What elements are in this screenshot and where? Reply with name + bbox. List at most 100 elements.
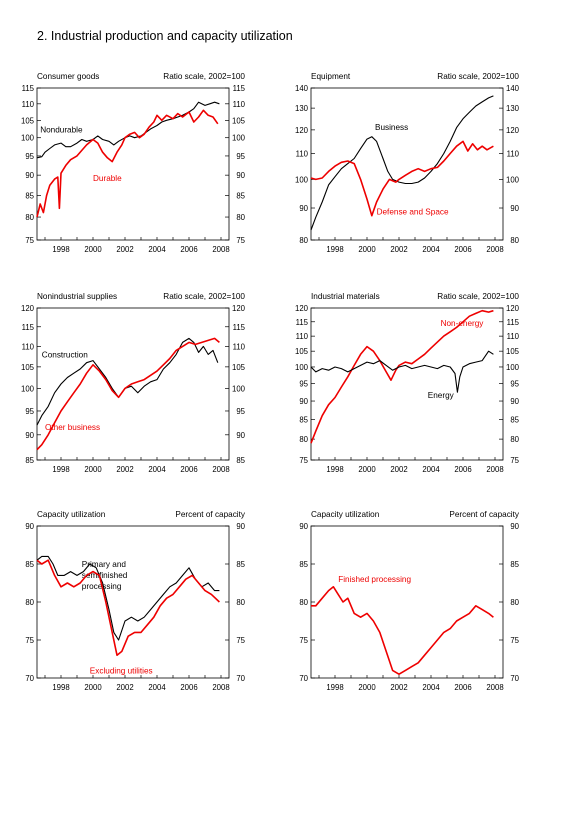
y-tick-label-right: 120	[232, 304, 246, 313]
x-tick-label: 2006	[180, 465, 197, 474]
y-tick-label-right: 75	[510, 636, 519, 645]
y-tick-label-left: 85	[299, 416, 308, 425]
x-tick-label: 2006	[454, 245, 471, 254]
x-tick-label: 2008	[486, 683, 503, 692]
scale-label: Percent of capacity	[175, 510, 246, 519]
x-tick-label: 2002	[390, 245, 407, 254]
y-tick-label-right: 110	[507, 332, 520, 341]
chart-title: Nonindustrial supplies	[37, 292, 117, 301]
y-tick-label-left: 110	[22, 100, 35, 109]
y-tick-label-right: 95	[236, 152, 245, 161]
y-tick-label-left: 90	[25, 431, 34, 440]
series-line-1	[36, 559, 220, 656]
series-label: Business	[375, 123, 408, 132]
scale-label: Ratio scale, 2002=100	[437, 292, 519, 301]
y-tick-label-right: 85	[236, 560, 245, 569]
x-tick-label: 2006	[180, 245, 197, 254]
y-tick-label-right: 70	[236, 674, 245, 683]
y-tick-label-left: 105	[295, 347, 309, 356]
plot-frame	[36, 87, 230, 241]
chart-capacity-utilization-1: Capacity utilization Percent of capacity 7…	[25, 510, 246, 692]
scale-label: Ratio scale, 2002=100	[163, 292, 245, 301]
y-tick-label-left: 85	[25, 191, 34, 200]
y-tick-label-left: 105	[21, 363, 35, 372]
y-tick-label-left: 80	[299, 598, 308, 607]
series-label: Energy	[428, 391, 455, 400]
y-tick-label-left: 110	[22, 342, 35, 351]
y-tick-label-left: 115	[22, 84, 35, 93]
y-tick-label-right: 100	[232, 384, 246, 393]
y-tick-label-right: 120	[506, 126, 520, 135]
plot-frame	[36, 307, 230, 461]
series-line-1	[310, 140, 494, 217]
y-tick-label-right: 120	[506, 304, 520, 313]
y-tick-label-left: 100	[21, 134, 35, 143]
y-tick-label-right: 100	[232, 134, 246, 143]
x-tick-label: 2004	[422, 245, 440, 254]
y-tick-label-right: 100	[506, 363, 520, 372]
y-tick-label-left: 90	[299, 204, 308, 213]
y-tick-label-right: 75	[510, 456, 519, 465]
y-tick-label-right: 85	[236, 191, 245, 200]
x-tick-label: 2000	[358, 245, 376, 254]
chart-capacity-utilization-2: Capacity utilization Percent of capacity 7…	[299, 510, 520, 692]
y-tick-label-left: 95	[25, 407, 34, 416]
y-tick-label-right: 90	[236, 171, 245, 180]
page-title: 2. Industrial production and capacity ut…	[37, 29, 293, 43]
y-tick-label-left: 140	[295, 84, 309, 93]
x-tick-label: 1998	[52, 683, 69, 692]
y-tick-label-right: 80	[510, 236, 519, 245]
y-tick-label-left: 120	[21, 304, 35, 313]
y-tick-label-right: 105	[506, 347, 520, 356]
y-tick-label-right: 90	[510, 204, 519, 213]
chart-industrial-materials: Industrial materials Ratio scale, 2002=10…	[295, 292, 520, 474]
series-label: Other business	[45, 423, 100, 432]
chart-title: Industrial materials	[311, 292, 380, 301]
y-tick-label-right: 90	[510, 522, 519, 531]
series-line-0	[36, 555, 220, 641]
series-line-0	[310, 95, 494, 231]
y-tick-label-left: 85	[25, 456, 34, 465]
y-tick-label-left: 85	[299, 560, 308, 569]
series-line-1	[36, 337, 220, 451]
y-tick-label-left: 90	[25, 522, 34, 531]
plot-frame	[310, 307, 504, 461]
y-tick-label-left: 75	[25, 236, 34, 245]
y-tick-label-left: 80	[299, 435, 308, 444]
series-line-0	[36, 337, 219, 426]
x-tick-label: 2004	[422, 683, 440, 692]
x-tick-label: 2000	[84, 465, 102, 474]
y-tick-label-right: 90	[236, 522, 245, 531]
plot-frame	[310, 525, 504, 679]
y-tick-label-right: 85	[236, 456, 245, 465]
y-tick-label-left: 95	[299, 380, 308, 389]
y-tick-label-right: 115	[233, 323, 246, 332]
y-tick-label-right: 105	[232, 116, 246, 125]
x-tick-label: 2006	[454, 465, 471, 474]
y-tick-label-left: 70	[299, 674, 308, 683]
x-tick-label: 1998	[52, 465, 69, 474]
y-tick-label-right: 115	[507, 318, 520, 327]
y-tick-label-left: 80	[299, 236, 308, 245]
y-tick-label-left: 75	[25, 636, 34, 645]
y-tick-label-right: 80	[510, 598, 519, 607]
x-tick-label: 2000	[358, 465, 376, 474]
y-tick-label-left: 90	[25, 171, 34, 180]
x-tick-label: 1998	[326, 465, 343, 474]
y-tick-label-right: 100	[506, 175, 520, 184]
x-tick-label: 2008	[212, 245, 229, 254]
y-tick-label-left: 110	[296, 150, 309, 159]
y-tick-label-left: 115	[296, 318, 309, 327]
y-tick-label-left: 115	[22, 323, 35, 332]
y-tick-label-left: 120	[295, 126, 309, 135]
series-label: Finished processing	[338, 575, 411, 584]
y-tick-label-right: 90	[510, 397, 519, 406]
chart-title: Capacity utilization	[311, 510, 380, 519]
x-tick-label: 2002	[116, 683, 133, 692]
x-tick-label: 2004	[148, 683, 166, 692]
chart-title: Equipment	[311, 72, 351, 81]
chart-equipment: Equipment Ratio scale, 2002=100 80 80 90 90 10…	[295, 72, 520, 254]
y-tick-label-right: 95	[510, 380, 519, 389]
y-tick-label-right: 105	[232, 363, 246, 372]
scale-label: Ratio scale, 2002=100	[437, 72, 519, 81]
